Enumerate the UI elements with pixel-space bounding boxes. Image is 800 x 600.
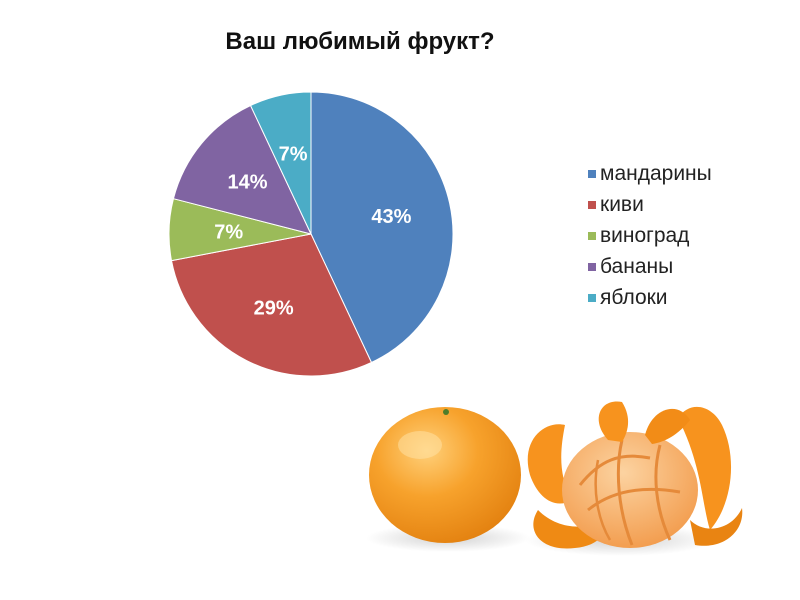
pie-slice-3 bbox=[172, 104, 312, 235]
pie-label-3: 14% bbox=[228, 172, 268, 194]
tangerines-icon bbox=[366, 401, 743, 556]
legend-item: киви bbox=[588, 189, 712, 220]
legend-item: яблоки bbox=[588, 282, 712, 313]
legend-item: бананы bbox=[588, 251, 712, 282]
pie-slices bbox=[168, 91, 454, 377]
legend-swatch bbox=[588, 200, 596, 209]
pie-chart: 43% 29% 7% 14% 7% bbox=[168, 91, 454, 377]
pie-labels: 43% 29% 7% 14% 7% bbox=[214, 144, 411, 320]
legend-label: бананы bbox=[600, 255, 674, 278]
legend-swatch bbox=[588, 169, 596, 178]
legend-label: мандарины bbox=[600, 162, 712, 185]
legend-label: киви bbox=[600, 193, 644, 216]
peeled-tangerine bbox=[525, 401, 743, 556]
legend-item: мандарины bbox=[588, 158, 712, 189]
legend-swatch bbox=[588, 262, 596, 271]
legend-swatch bbox=[588, 231, 596, 240]
legend-label: яблоки bbox=[600, 286, 668, 309]
pie-label-0: 43% bbox=[371, 206, 411, 228]
pie-label-2: 7% bbox=[214, 221, 243, 243]
pie-label-4: 7% bbox=[279, 144, 308, 166]
legend-item: виноград bbox=[588, 220, 712, 251]
pie-slice-1 bbox=[170, 233, 373, 377]
pie-slice-4 bbox=[249, 91, 312, 235]
chart-legend: мандарины киви виноград бананы яблоки bbox=[588, 158, 712, 313]
legend-label: виноград bbox=[600, 224, 690, 247]
pie-label-1: 29% bbox=[254, 297, 294, 319]
chart-title: Ваш любимый фрукт? bbox=[225, 28, 495, 55]
pie-slice-0 bbox=[310, 91, 454, 364]
legend-swatch bbox=[588, 293, 596, 302]
whole-tangerine bbox=[366, 407, 530, 552]
